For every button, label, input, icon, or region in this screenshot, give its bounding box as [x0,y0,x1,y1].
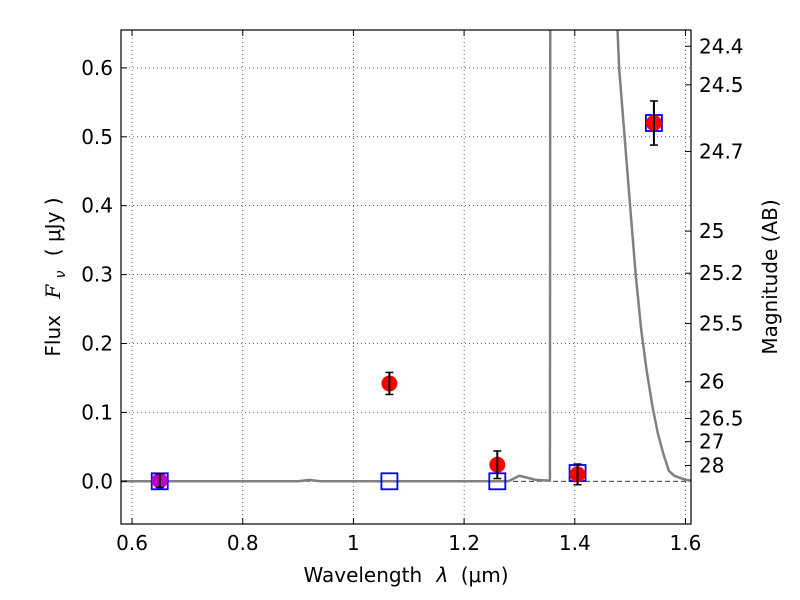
x-axis-ticks: 0.6 0.8 1 1.2 1.4 1.6 [116,30,701,555]
x-tick-label: 1 [347,531,360,555]
observed-points [151,100,662,489]
magnitude-axis-label: Magnitude (AB) [758,199,782,354]
y-tick-label: 0.2 [81,331,113,355]
y-tick-label: 0.3 [81,263,113,287]
magnitude-tick-label: 24.5 [699,73,744,97]
x-tick-label: 0.8 [227,531,259,555]
x-axis-label: Wavelength λ (μm) [303,563,508,587]
plot-frame [120,29,692,525]
magnitude-tick-label: 25.2 [699,261,744,285]
model-point [380,472,399,491]
x-tick-label: 1.2 [448,531,480,555]
magnitude-tick-label: 27 [699,430,724,454]
y-tick-label: 0.6 [81,56,113,80]
magnitude-tick-label: 26 [699,370,724,394]
y-axis-ticks: 0.0 0.1 0.2 0.3 0.4 0.5 0.6 [81,56,127,493]
y-tick-label: 0.1 [81,400,113,424]
y-tick-label: 0.4 [81,194,113,218]
magnitude-tick-label: 28 [699,454,724,478]
spectrum-series [121,30,691,483]
x-tick-label: 0.6 [116,531,148,555]
spectrum-line [121,30,691,483]
x-tick-label: 1.4 [559,531,591,555]
magnitude-tick-label: 25.5 [699,311,744,335]
magnitude-tick-label: 25 [699,219,724,243]
magnitude-tick-label: 24.7 [699,140,744,164]
magnitude-tick-label: 24.4 [699,34,744,58]
x-tick-label: 1.6 [670,531,702,555]
magnitude-tick-label: 26.5 [699,406,744,430]
y-tick-label: 0.5 [81,125,113,149]
y-tick-label: 0.0 [81,469,113,493]
y-axis-label: Flux F ν ( μJy ) [41,197,70,356]
